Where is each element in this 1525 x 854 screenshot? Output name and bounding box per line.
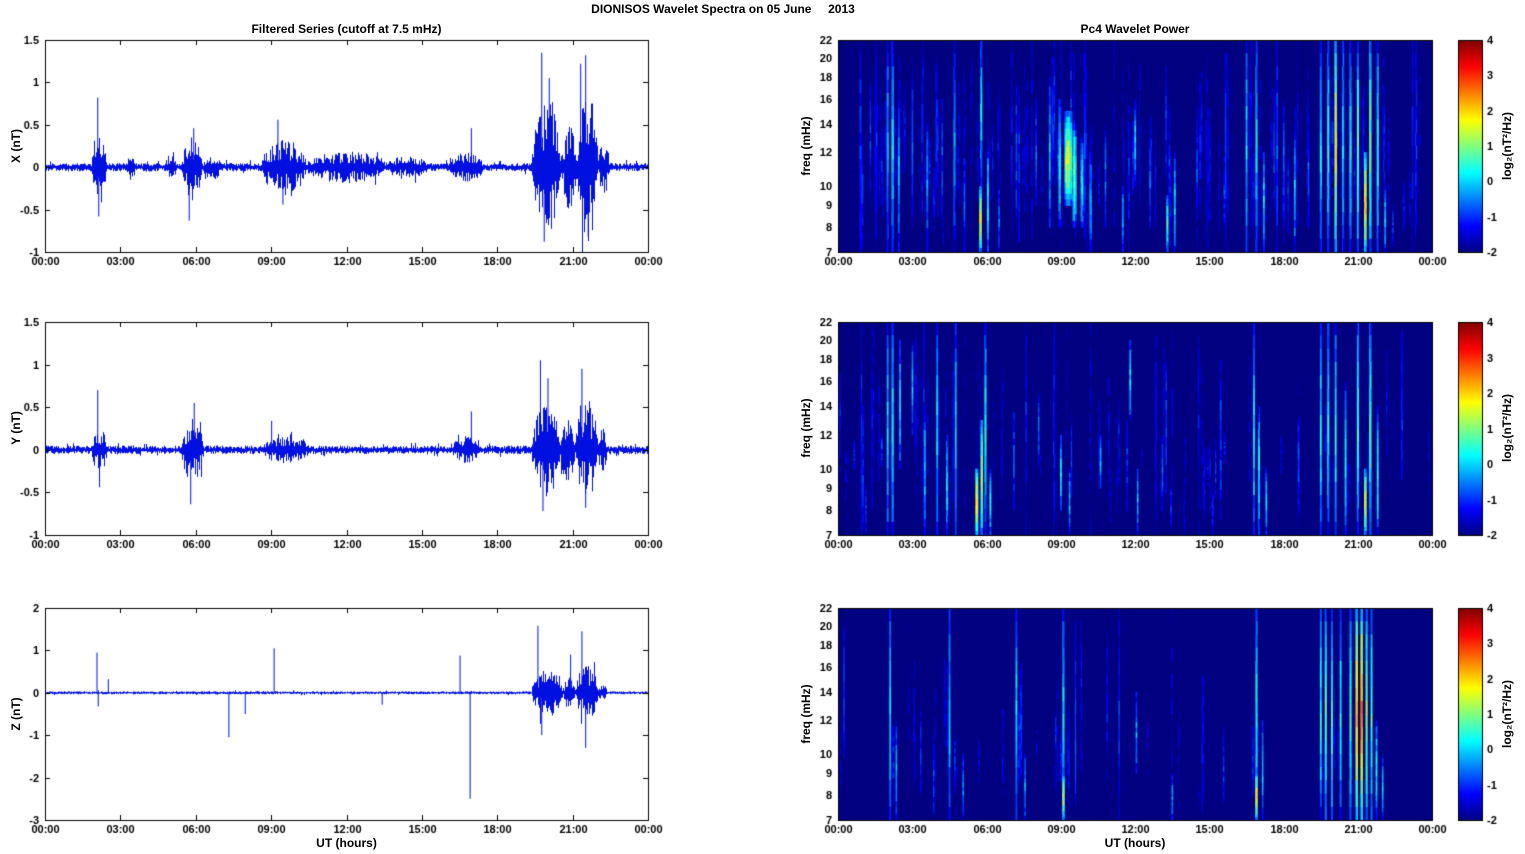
figure-title: DIONISOS Wavelet Spectra on 05 June 2013 (591, 2, 855, 16)
y-axis-ylabel: Y (nT) (9, 411, 23, 445)
freq-ylabel-middle: freq (mHz) (799, 398, 813, 458)
freq-ylabel-bottom: freq (mHz) (799, 684, 813, 744)
left-column-title: Filtered Series (cutoff at 7.5 mHz) (251, 22, 442, 36)
right-column-title: Pc4 Wavelet Power (1080, 22, 1190, 36)
colorbar-label-bottom: log₂(nT²/Hz) (1500, 680, 1514, 748)
x-axis-ylabel: X (nT) (9, 129, 23, 163)
z-axis-ylabel: Z (nT) (9, 697, 23, 731)
right-xlabel: UT (hours) (1104, 836, 1166, 850)
colorbar-label-top: log₂(nT²/Hz) (1500, 112, 1514, 180)
colorbar-label-middle: log₂(nT²/Hz) (1500, 394, 1514, 462)
freq-ylabel-top: freq (mHz) (799, 116, 813, 176)
left-xlabel: UT (hours) (316, 836, 377, 850)
